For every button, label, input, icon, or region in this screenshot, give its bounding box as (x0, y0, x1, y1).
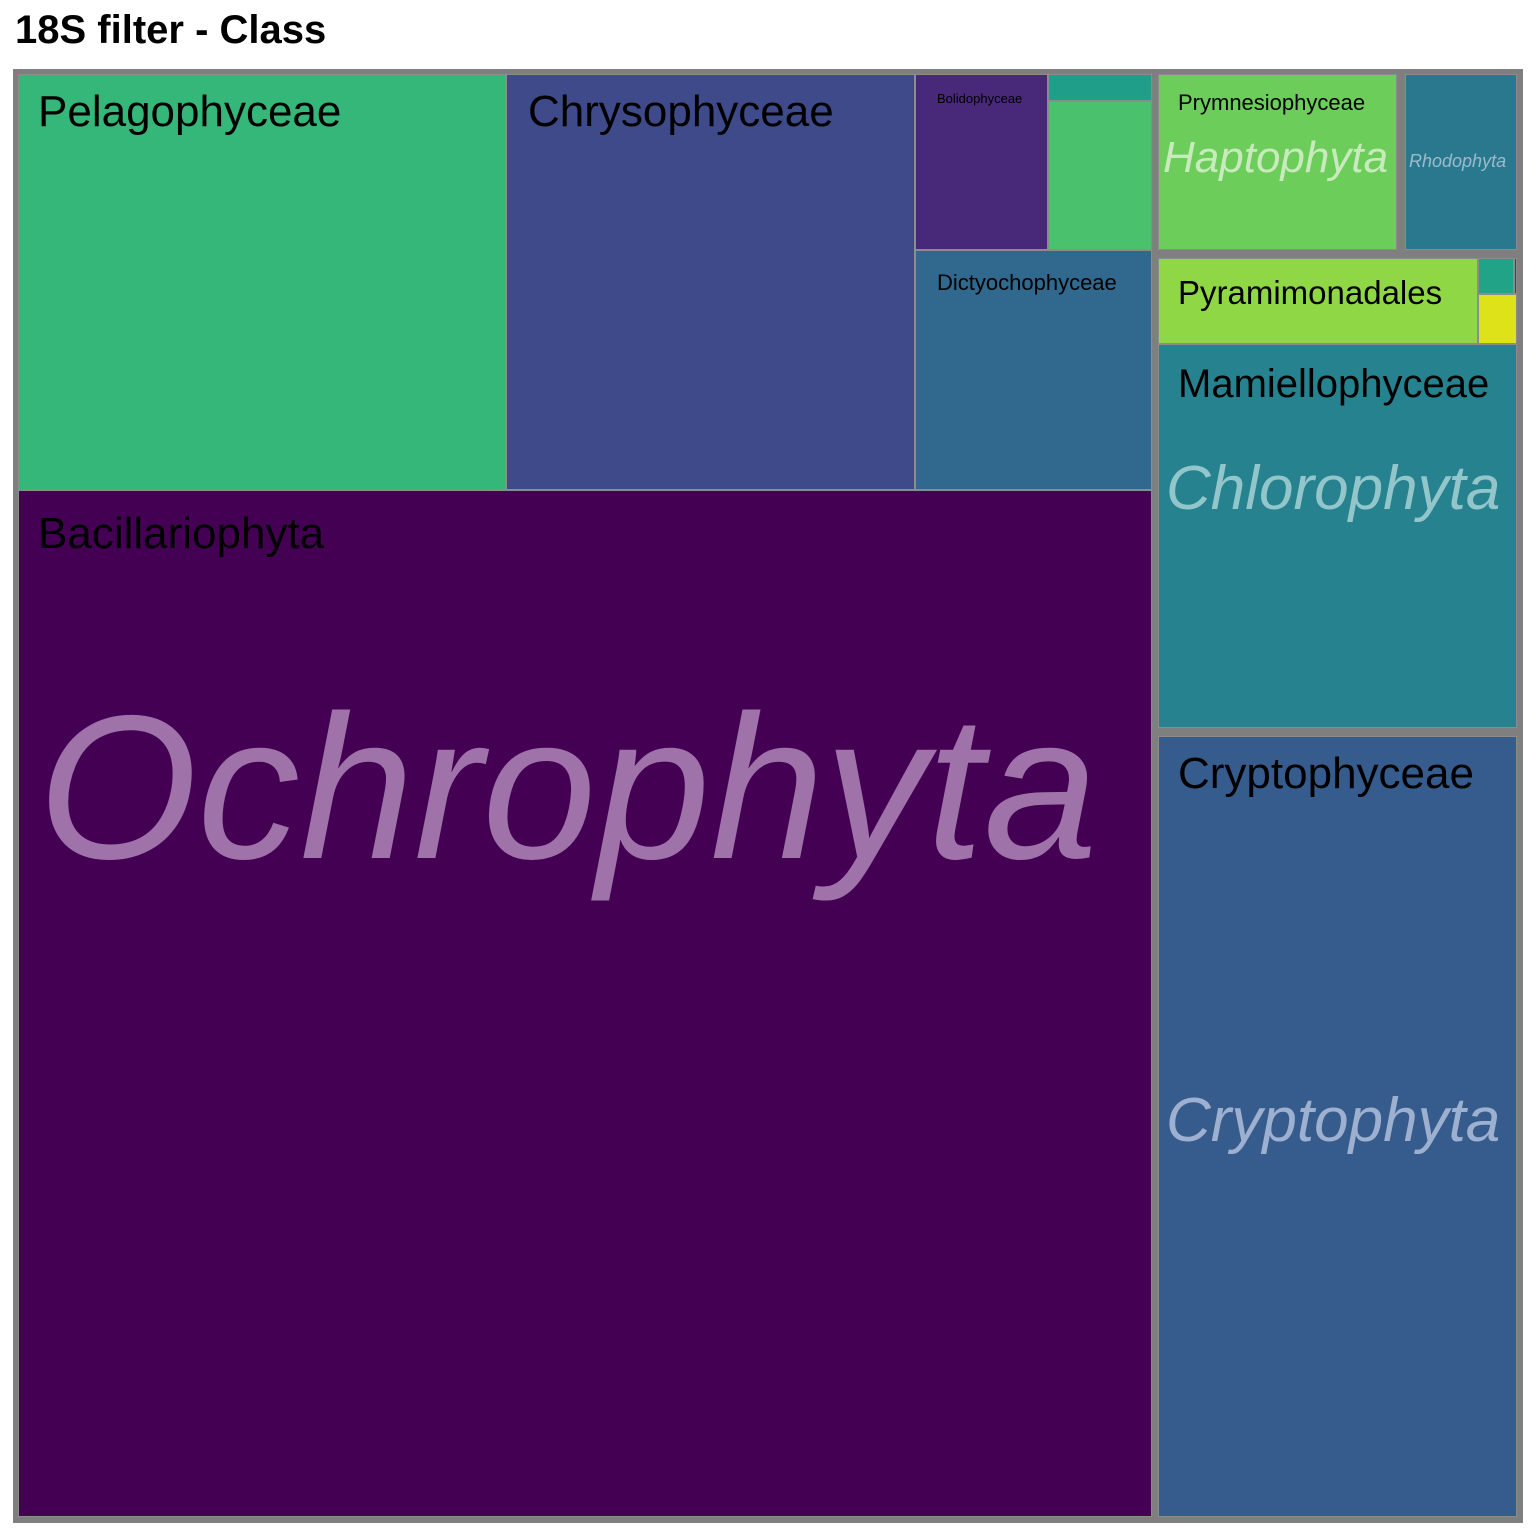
class-label-dictyochophyceae: Dictyochophyceae (937, 270, 1117, 295)
class-label-mamiellophyceae: Mamiellophyceae (1178, 362, 1490, 406)
cell-bacillariophyta (18, 490, 1152, 1517)
cell-ochrophyta-unlabeled-5 (1048, 101, 1152, 250)
group-label-ochrophyta: Ochrophyta (38, 673, 1098, 902)
cell-pelagophyceae (18, 74, 506, 490)
group-label-chlorophyta: Chlorophyta (1166, 454, 1501, 523)
group-label-cryptophyta: Cryptophyta (1166, 1086, 1501, 1155)
chart-title: 18S filter - Class (15, 8, 327, 52)
class-label-pyramimonadales: Pyramimonadales (1178, 274, 1443, 311)
class-label-pelagophyceae: Pelagophyceae (38, 87, 342, 136)
cell-pyramimonadales (1158, 258, 1478, 344)
cell-dictyochophyceae (915, 250, 1152, 490)
group-label-haptophyta: Haptophyta (1163, 133, 1389, 182)
cell-mamiellophyceae (1158, 344, 1517, 728)
class-label-chrysophyceae: Chrysophyceae (528, 87, 834, 136)
treemap: Bacillariophyta Pelagophyceae Chrysophycea… (13, 69, 1523, 1523)
cell-rhodophyta-unlabeled-0 (1405, 74, 1517, 250)
class-label-bolidophyceae: Bolidophyceae (937, 91, 1023, 106)
cell-cryptophyceae (1158, 736, 1517, 1517)
cell-chlorophyta-unlabeled-4 (1514, 258, 1517, 294)
cell-chlorophyta-unlabeled-3 (1478, 258, 1514, 294)
cell-chrysophyceae (506, 74, 915, 490)
cell-chlorophyta-unlabeled-2 (1478, 294, 1517, 344)
cell-bolidophyceae (915, 74, 1048, 250)
cell-prymnesiophyceae (1158, 74, 1397, 250)
group-label-rhodophyta: Rhodophyta (1409, 151, 1507, 171)
class-label-bacillariophyta: Bacillariophyta (38, 509, 325, 558)
cell-ochrophyta-unlabeled-6 (1048, 74, 1152, 101)
class-label-prymnesiophyceae: Prymnesiophyceae (1178, 90, 1366, 115)
class-label-cryptophyceae: Cryptophyceae (1178, 749, 1474, 798)
